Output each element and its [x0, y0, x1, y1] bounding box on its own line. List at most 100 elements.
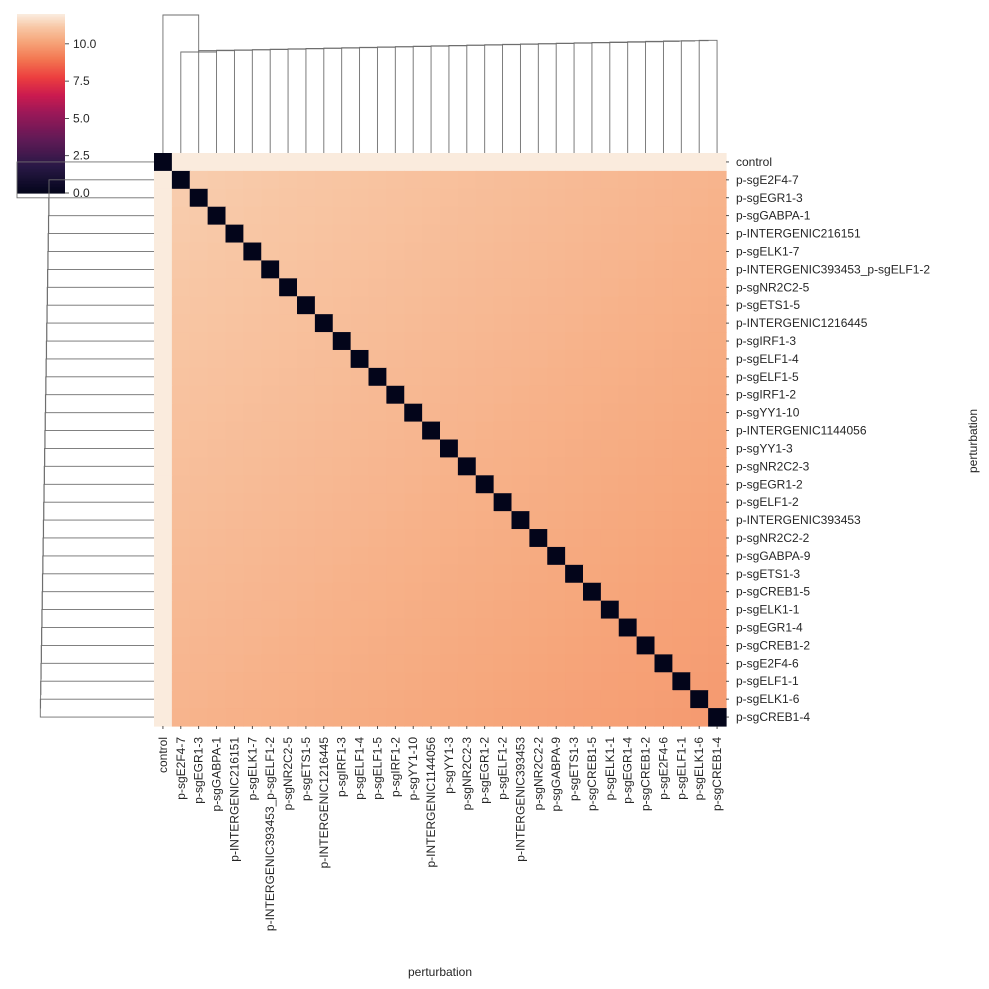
heatmap-cell — [422, 403, 441, 423]
colorbar-segment — [17, 152, 65, 155]
colorbar-segment — [17, 185, 65, 188]
heatmap-cell — [690, 672, 709, 691]
heatmap-cell — [457, 546, 477, 566]
heatmap-cell — [529, 618, 548, 638]
heatmap-cell — [207, 170, 227, 190]
heatmap-cell — [386, 708, 405, 727]
heatmap-cell — [314, 278, 334, 297]
column-tick-labels: control p-sgE2F4-7 p-sgEGR1-3 p-sgGABPA-1 p-… — [156, 726, 724, 931]
heatmap-cell — [565, 206, 584, 226]
heatmap-cell — [207, 672, 227, 691]
heatmap-cell — [654, 349, 673, 369]
colorbar-segment — [17, 52, 65, 55]
heatmap-cell — [332, 600, 352, 620]
heatmap-cell — [475, 224, 495, 244]
heatmap-cell — [350, 367, 370, 387]
heatmap-cell — [386, 170, 405, 190]
heatmap-cell — [422, 690, 441, 709]
heatmap-cell — [332, 153, 352, 172]
heatmap-cell — [261, 493, 280, 512]
heatmap-cell — [154, 475, 173, 494]
heatmap-cell — [636, 690, 656, 709]
colorbar-tick-label: 0.0 — [73, 186, 90, 200]
colorbar-segment — [17, 94, 65, 97]
heatmap-cell — [636, 367, 656, 387]
heatmap-cell — [386, 636, 405, 655]
heatmap-cell — [600, 349, 620, 369]
heatmap-cell — [529, 475, 548, 494]
heatmap-cell — [457, 475, 477, 494]
heatmap-cell — [404, 690, 423, 709]
heatmap-cell — [583, 421, 602, 441]
colorbar-segment — [17, 51, 65, 54]
dendrogram-link — [40, 662, 154, 696]
colorbar-segment — [17, 99, 65, 102]
heatmap-cell — [350, 153, 370, 172]
heatmap-cell — [386, 511, 405, 530]
column-tick-label: p-sgELF1-1 — [674, 737, 688, 800]
column-tick-label: p-sgIRF1-3 — [335, 737, 349, 797]
heatmap-cell — [207, 421, 227, 441]
heatmap-cell — [547, 708, 566, 727]
heatmap-cell — [154, 511, 173, 530]
colorbar-segment — [17, 179, 65, 182]
column-tick-label: p-sgYY1-10 — [406, 737, 420, 801]
heatmap-cell — [600, 582, 620, 602]
colorbar-segment — [17, 84, 65, 87]
heatmap-cell — [618, 349, 638, 369]
heatmap-cell — [297, 475, 316, 494]
heatmap-cell — [332, 421, 352, 441]
heatmap-cell — [154, 708, 173, 727]
heatmap-cell — [690, 224, 709, 244]
heatmap-cell — [690, 206, 709, 226]
heatmap-cell — [297, 314, 316, 333]
heatmap-cell — [529, 564, 548, 584]
heatmap-cell — [243, 582, 262, 602]
heatmap-cell — [386, 314, 405, 333]
heatmap-cell — [350, 475, 370, 494]
heatmap-cell — [654, 564, 673, 584]
heatmap-cell — [654, 708, 673, 727]
heatmap-cell — [708, 690, 727, 709]
heatmap-cell — [297, 618, 316, 638]
heatmap-cell — [225, 153, 244, 172]
heatmap-cell — [350, 314, 370, 333]
heatmap-cell — [386, 457, 405, 476]
heatmap-cell — [565, 421, 584, 441]
heatmap-cell — [457, 511, 477, 530]
heatmap-cell — [636, 385, 656, 405]
heatmap-cell — [511, 546, 530, 566]
heatmap-cell — [189, 708, 209, 727]
heatmap-cell — [708, 708, 727, 727]
heatmap-cell — [708, 439, 727, 459]
heatmap-cell — [493, 349, 513, 369]
heatmap-cell — [154, 582, 173, 602]
heatmap-cell — [404, 296, 423, 315]
heatmap-cell — [440, 690, 459, 709]
heatmap-cell — [350, 582, 370, 602]
heatmap-cell — [475, 600, 495, 620]
heatmap-cell — [672, 367, 691, 387]
colorbar-tick-label: 10.0 — [73, 37, 97, 51]
heatmap-cell — [511, 403, 530, 423]
heatmap-cell — [440, 672, 459, 691]
row-tick-label: p-sgEGR1-4 — [736, 621, 803, 635]
column-tick-label: p-sgELK1-1 — [603, 737, 617, 801]
heatmap-cell — [672, 332, 691, 351]
heatmap-cell — [243, 475, 262, 494]
heatmap-cell — [636, 296, 656, 315]
heatmap-cell — [672, 278, 691, 297]
heatmap-cell — [314, 493, 334, 512]
heatmap-cell — [332, 690, 352, 709]
heatmap-cell — [511, 206, 530, 226]
heatmap-cell — [475, 403, 495, 423]
heatmap-cell — [225, 582, 244, 602]
row-tick-label: p-sgCREB1-5 — [736, 585, 810, 599]
heatmap-cell — [279, 582, 298, 602]
heatmap-cell — [261, 564, 280, 584]
heatmap-cell — [708, 618, 727, 638]
heatmap-cell — [350, 349, 370, 369]
heatmap-cell — [600, 529, 620, 548]
heatmap-cell — [225, 188, 244, 208]
heatmap-cell — [225, 690, 244, 709]
